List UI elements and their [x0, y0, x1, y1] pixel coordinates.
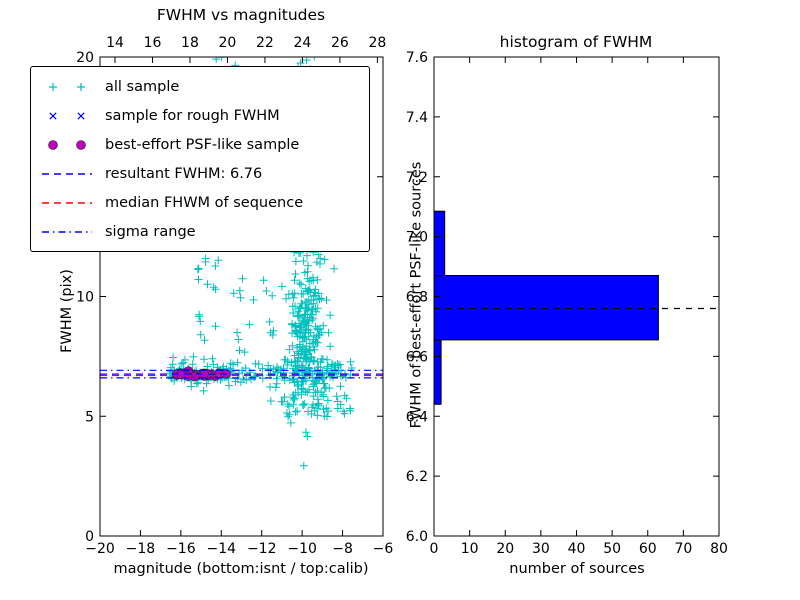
x-tick-label: −8 [332, 541, 353, 557]
x-tick-label: 40 [568, 541, 586, 557]
x-tick-label: −6 [373, 541, 394, 557]
histogram-bar [433, 210, 446, 277]
legend-entry: all sample [31, 72, 369, 101]
x-tick-label: 80 [710, 541, 728, 557]
x-legend-icon [49, 111, 85, 120]
y-tick-label: 6.4 [406, 409, 428, 425]
x-tick-label: −10 [287, 541, 317, 557]
y-tick-label: 7.2 [406, 170, 428, 186]
y-tick-label: 20 [76, 50, 94, 66]
top-x-tick-label: 14 [106, 35, 124, 51]
y-tick-label: 6.8 [406, 290, 428, 306]
x-tick-label: −12 [247, 541, 277, 557]
right-yaxis-label: FWHM of best-effort PSF-like sources [408, 161, 425, 429]
circle-legend-icon [48, 139, 86, 150]
dashed-line-legend-icon [42, 201, 92, 204]
x-tick-label: 70 [674, 541, 692, 557]
y-tick-label: 6.0 [406, 529, 428, 545]
legend: all sample sample for rough FWHM best-effo… [30, 66, 370, 252]
legend-label: sample for rough FWHM [105, 107, 280, 124]
scatter-plot-area [100, 57, 383, 470]
x-tick-label: 60 [639, 541, 657, 557]
top-x-tick-label: 28 [368, 35, 386, 51]
top-x-tick-label: 24 [293, 35, 311, 51]
right-plot-title: histogram of FWHM [499, 33, 653, 51]
legend-label: resultant FWHM: 6.76 [105, 165, 263, 182]
top-x-tick-label: 16 [144, 35, 162, 51]
x-tick-label: 0 [430, 541, 439, 557]
top-x-tick-label: 20 [219, 35, 237, 51]
y-tick-label: 7.6 [406, 50, 428, 66]
x-tick-label: −14 [207, 541, 237, 557]
legend-entry: best-effort PSF-like sample [31, 130, 369, 159]
x-tick-label: −20 [85, 541, 115, 557]
histogram-bar [433, 339, 442, 405]
x-tick-label: −18 [126, 541, 156, 557]
x-tick-label: −16 [166, 541, 196, 557]
legend-label: sigma range [105, 223, 196, 240]
left-plot-title: FWHM vs magnitudes [156, 6, 326, 24]
y-tick-label: 6.6 [406, 349, 428, 365]
x-tick-label: 20 [496, 541, 514, 557]
y-tick-label: 6.2 [406, 469, 428, 485]
left-xaxis-label: magnitude (bottom:isnt / top:calib) [113, 561, 369, 577]
y-tick-label: 10 [76, 290, 94, 306]
top-x-tick-label: 18 [181, 35, 199, 51]
y-tick-label: 5 [85, 409, 94, 425]
y-tick-label: 0 [85, 529, 94, 545]
plus-legend-icon [49, 82, 85, 91]
legend-entry: median FHWM of sequence [31, 188, 369, 217]
y-tick-label: 7.4 [406, 110, 428, 126]
legend-label: best-effort PSF-like sample [105, 136, 300, 153]
legend-label: median FHWM of sequence [105, 194, 304, 211]
legend-label: all sample [105, 78, 180, 95]
histogram-bar [433, 275, 659, 341]
legend-entry: sigma range [31, 217, 369, 246]
right-xaxis-label: number of sources [509, 561, 645, 577]
dashed-line-legend-icon [42, 230, 92, 233]
y-tick-label: 7.0 [406, 230, 428, 246]
dashed-line-legend-icon [42, 172, 92, 175]
x-tick-label: 30 [532, 541, 550, 557]
x-tick-label: 50 [603, 541, 621, 557]
top-x-tick-label: 26 [331, 35, 349, 51]
legend-entry: resultant FWHM: 6.76 [31, 159, 369, 188]
x-tick-label: 10 [461, 541, 479, 557]
legend-entry: sample for rough FWHM [31, 101, 369, 130]
top-x-tick-label: 22 [256, 35, 274, 51]
